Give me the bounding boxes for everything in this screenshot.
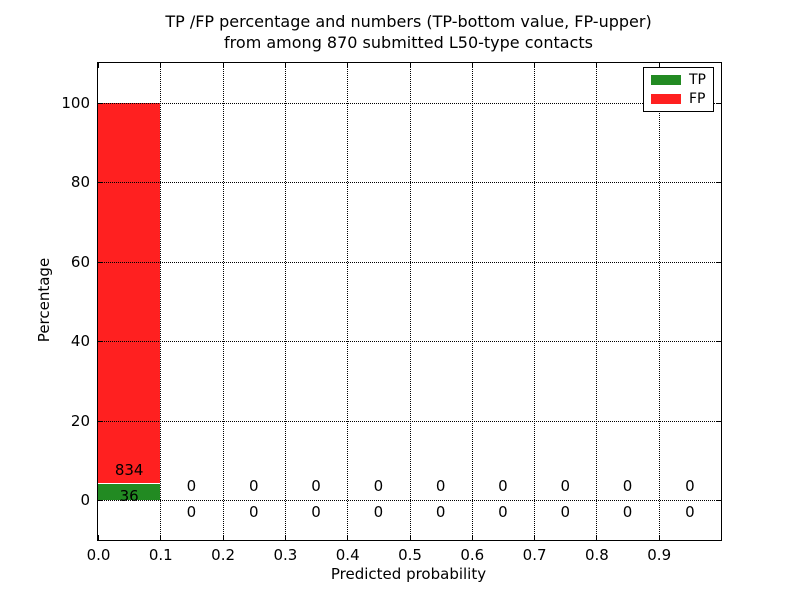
y-tick-mark bbox=[716, 261, 721, 263]
legend-row-tp: TP bbox=[651, 73, 706, 87]
x-tick-mark bbox=[409, 535, 411, 540]
x-tick-mark bbox=[409, 63, 411, 68]
fp-count-label: 0 bbox=[186, 477, 197, 496]
tp-count-label: 0 bbox=[435, 503, 446, 522]
grid-line-v bbox=[471, 63, 473, 540]
grid-line-v bbox=[347, 63, 349, 540]
y-tick-label: 60 bbox=[70, 252, 90, 271]
chart-title-line2: from among 870 submitted L50-type contac… bbox=[224, 33, 593, 52]
bar-segment-fp bbox=[98, 102, 161, 483]
x-tick-mark bbox=[471, 535, 473, 540]
tp-count-label: 0 bbox=[186, 503, 197, 522]
x-tick-mark bbox=[160, 535, 162, 540]
y-tick-mark bbox=[98, 420, 103, 422]
y-tick-label: 80 bbox=[70, 173, 90, 192]
y-tick-mark bbox=[716, 102, 721, 104]
x-tick-label: 0.7 bbox=[522, 546, 547, 564]
tp-count-label: 0 bbox=[498, 503, 508, 522]
x-tick-label: 0.1 bbox=[148, 546, 173, 564]
fp-count-label: 0 bbox=[435, 477, 446, 496]
tp-count-label: 0 bbox=[373, 503, 384, 522]
tp-count-label: 0 bbox=[685, 503, 695, 522]
grid-line-v bbox=[534, 63, 536, 540]
fp-count-label: 0 bbox=[560, 477, 571, 496]
x-tick-label: 0.5 bbox=[398, 546, 422, 564]
y-tick-label: 0 bbox=[80, 491, 90, 510]
fp-count-label: 0 bbox=[311, 477, 321, 496]
fp-count-label: 834 bbox=[114, 460, 144, 479]
fp-count-label: 0 bbox=[498, 477, 508, 496]
x-tick-label: 0.2 bbox=[211, 546, 236, 564]
x-tick-mark bbox=[347, 63, 349, 68]
y-tick-mark bbox=[716, 341, 721, 343]
legend-row-fp: FP bbox=[651, 92, 706, 106]
y-tick-mark bbox=[98, 102, 103, 104]
x-tick-mark bbox=[534, 535, 536, 540]
fp-legend-label: FP bbox=[689, 91, 706, 107]
chart-title: TP /FP percentage and numbers (TP-bottom… bbox=[0, 11, 800, 53]
x-tick-mark bbox=[284, 63, 286, 68]
y-tick-mark bbox=[716, 500, 721, 502]
x-tick-mark bbox=[347, 535, 349, 540]
x-tick-mark bbox=[534, 63, 536, 68]
y-tick-mark bbox=[98, 182, 103, 184]
fp-count-label: 0 bbox=[622, 477, 633, 496]
x-tick-label: 0.8 bbox=[584, 546, 609, 564]
y-tick-mark bbox=[98, 341, 103, 343]
grid-line-v bbox=[658, 63, 660, 540]
tp-legend-swatch bbox=[651, 75, 681, 85]
grid-line-v bbox=[596, 63, 598, 540]
x-tick-mark bbox=[222, 63, 224, 68]
x-tick-mark bbox=[222, 535, 224, 540]
tp-count-label: 0 bbox=[248, 503, 259, 522]
y-tick-mark bbox=[716, 182, 721, 184]
x-tick-mark bbox=[596, 535, 598, 540]
x-tick-mark bbox=[596, 63, 598, 68]
y-tick-mark bbox=[98, 500, 103, 502]
fp-count-label: 0 bbox=[248, 477, 259, 496]
x-tick-mark bbox=[98, 63, 99, 68]
x-tick-mark bbox=[160, 63, 162, 68]
x-tick-mark bbox=[658, 535, 660, 540]
grid-line-v bbox=[222, 63, 224, 540]
grid-line-v bbox=[409, 63, 411, 540]
tp-count-label: 0 bbox=[311, 503, 321, 522]
chart-title-line1: TP /FP percentage and numbers (TP-bottom… bbox=[165, 12, 652, 31]
fp-count-label: 0 bbox=[373, 477, 384, 496]
y-tick-label: 20 bbox=[70, 411, 90, 430]
grid-line-v bbox=[284, 63, 286, 540]
fp-count-label: 0 bbox=[685, 477, 695, 496]
x-tick-mark bbox=[98, 535, 99, 540]
x-tick-label: 0.4 bbox=[335, 546, 360, 564]
tp-legend-label: TP bbox=[689, 72, 706, 88]
plot-area: TP FP 834 36 0 0 0 0 0 0 0 0 0 0 0 0 0 0 0 0 0 0 bbox=[97, 62, 722, 541]
fp-legend-swatch bbox=[651, 94, 681, 104]
tp-count-label: 0 bbox=[622, 503, 633, 522]
legend: TP FP bbox=[643, 67, 714, 112]
y-tick-mark bbox=[716, 420, 721, 422]
x-tick-mark bbox=[658, 63, 660, 68]
y-tick-label: 40 bbox=[70, 332, 90, 351]
x-tick-mark bbox=[284, 535, 286, 540]
x-tick-label: 0.6 bbox=[460, 546, 485, 564]
bar-segment-tp bbox=[98, 483, 161, 501]
y-tick-mark bbox=[98, 261, 103, 263]
x-tick-label: 0.0 bbox=[86, 546, 111, 564]
x-tick-mark bbox=[471, 63, 473, 68]
tp-count-label: 36 bbox=[119, 486, 139, 505]
x-axis-label: Predicted probability bbox=[330, 565, 487, 583]
x-tick-label: 0.3 bbox=[273, 546, 298, 564]
tp-count-label: 0 bbox=[560, 503, 571, 522]
y-tick-label: 100 bbox=[61, 93, 90, 112]
grid-line-v bbox=[160, 63, 162, 540]
x-tick-label: 0.9 bbox=[647, 546, 672, 564]
